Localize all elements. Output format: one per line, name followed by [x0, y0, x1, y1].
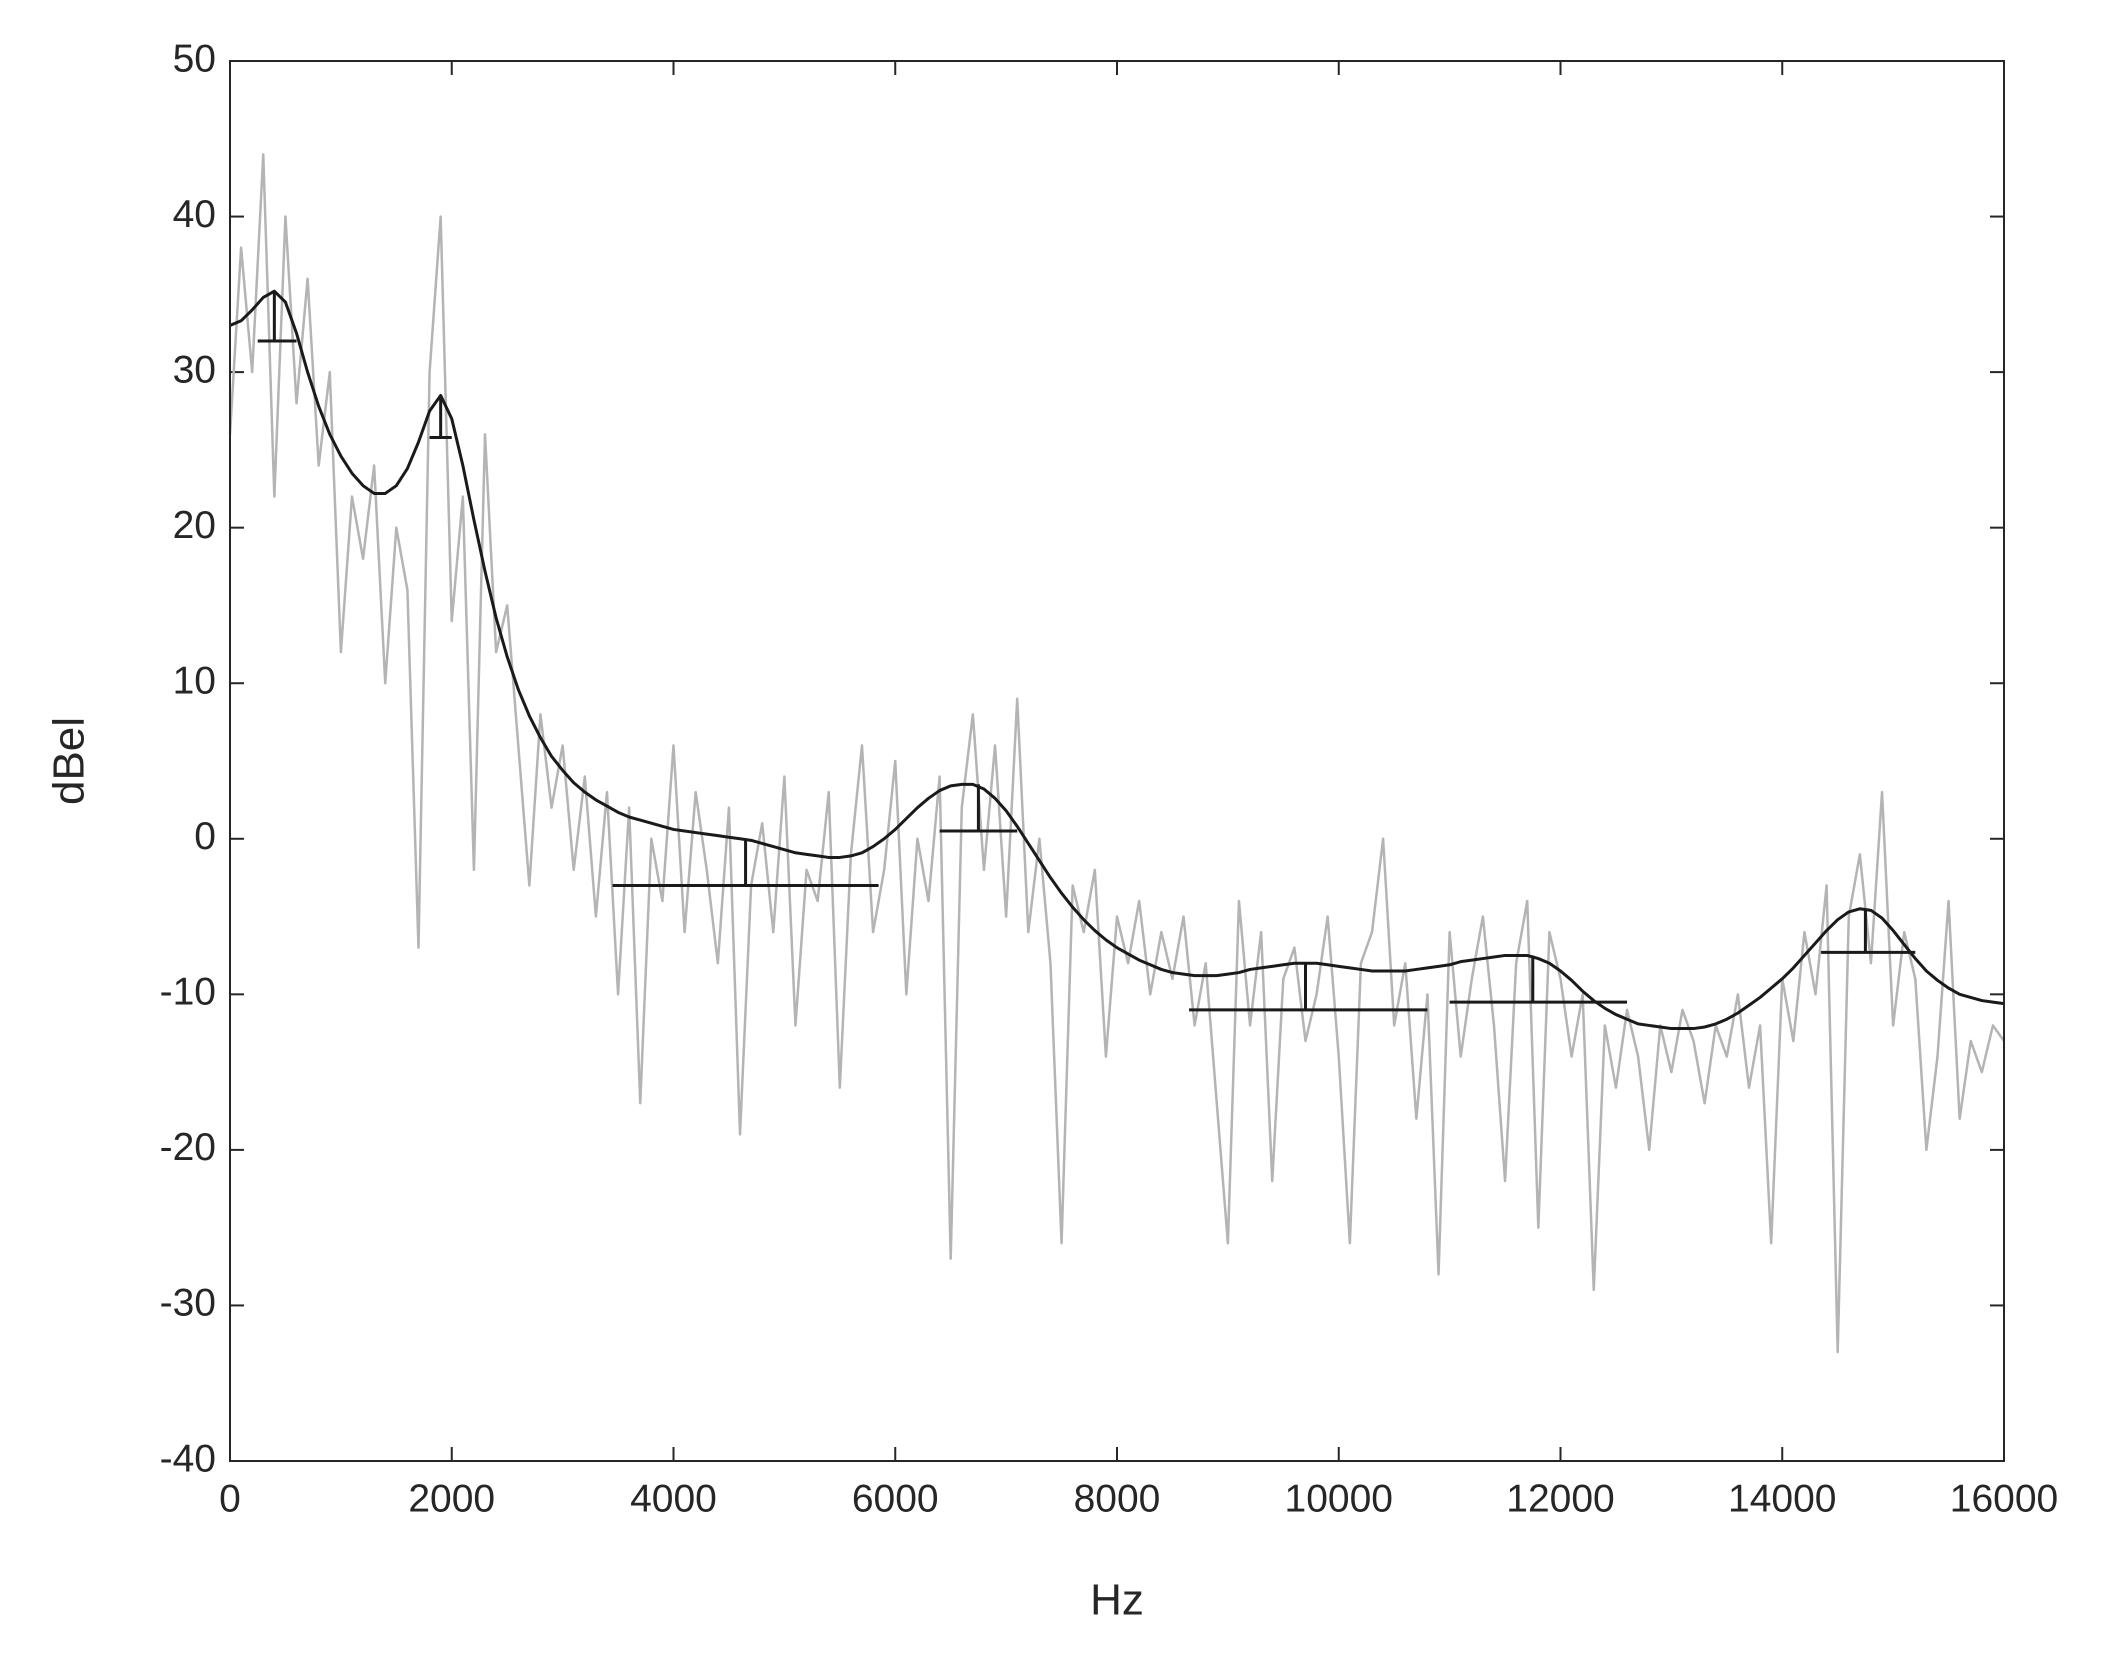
x-tick-label: 6000 [852, 1477, 939, 1520]
plot-frame [229, 60, 2005, 1462]
x-tick-label: 16000 [1950, 1477, 2058, 1520]
y-tick-label: 0 [194, 815, 216, 858]
y-tick-label: 40 [173, 193, 216, 236]
x-tick-label: 4000 [630, 1477, 717, 1520]
x-tick-label: 12000 [1506, 1477, 1614, 1520]
x-axis-label: Hz [1090, 1576, 1144, 1625]
y-tick-label: -40 [160, 1437, 216, 1480]
x-tick-label: 8000 [1074, 1477, 1161, 1520]
x-tick-label: 10000 [1285, 1477, 1393, 1520]
series-line [229, 289, 2005, 1031]
y-tick-label: 30 [173, 348, 216, 391]
y-tick-label: -10 [160, 971, 216, 1014]
x-tick-label: 2000 [408, 1477, 495, 1520]
y-tick-label: 10 [173, 660, 216, 703]
y-tick-label: -30 [160, 1282, 216, 1325]
x-tick-label: 0 [219, 1477, 241, 1520]
y-tick-label: -20 [160, 1126, 216, 1169]
y-tick-label: 20 [173, 504, 216, 547]
y-axis-label: dBel [45, 717, 94, 805]
y-tick-label: 50 [173, 37, 216, 80]
series-line [228, 153, 2006, 1354]
x-tick-label: 14000 [1728, 1477, 1836, 1520]
